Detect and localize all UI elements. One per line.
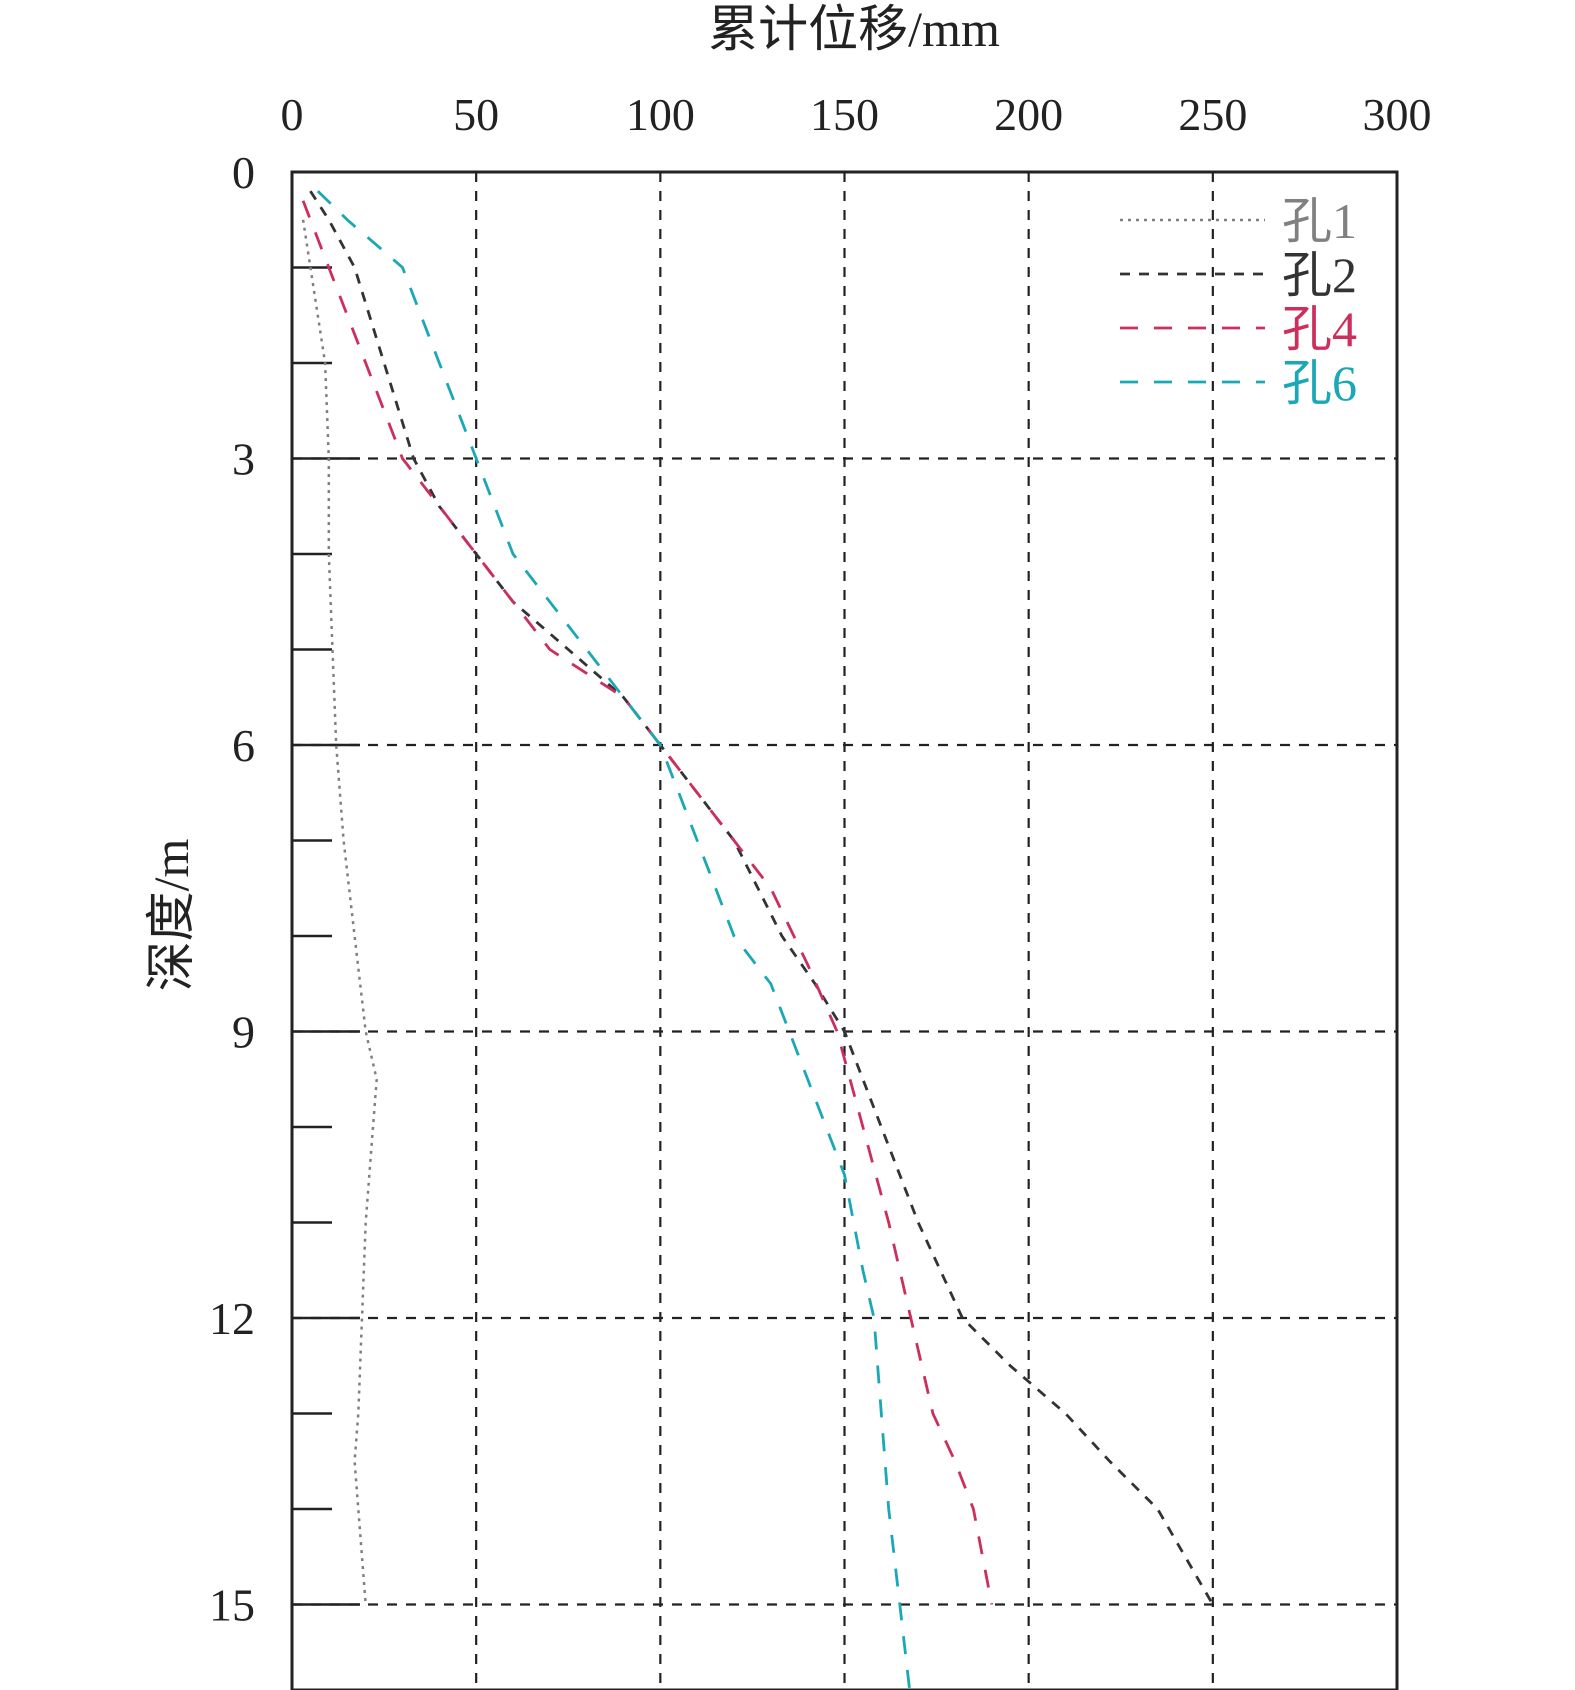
y-tick-labels: 0 3 6 9 12 15	[209, 147, 255, 1631]
legend-label-2: 孔2	[1282, 247, 1357, 303]
series-lines	[301, 190, 1215, 1690]
grid	[292, 172, 1397, 1690]
y-tick-label-0: 0	[232, 147, 255, 198]
legend-label-1: 孔1	[1282, 193, 1357, 249]
y-tick-label-1: 3	[232, 434, 255, 485]
plot-frame	[290, 170, 1399, 1690]
x-tick-label-2: 100	[626, 89, 695, 140]
y-tick-label-5: 15	[209, 1580, 255, 1631]
x-tick-label-6: 300	[1363, 89, 1432, 140]
x-tick-label-3: 150	[810, 89, 879, 140]
legend-label-4: 孔6	[1282, 355, 1357, 411]
series-line-3	[301, 200, 994, 1605]
x-tick-label-5: 250	[1178, 89, 1247, 140]
x-tick-label-0: 0	[281, 89, 304, 140]
y-tick-label-3: 9	[232, 1007, 255, 1058]
series-line-4	[316, 190, 912, 1690]
legend-label-3: 孔4	[1282, 301, 1357, 357]
minor-ticks	[292, 266, 360, 1606]
x-axis-title: 累计位移/mm	[708, 1, 1000, 57]
y-tick-label-2: 6	[232, 720, 255, 771]
y-axis-title: 深度/m	[143, 839, 199, 992]
y-tick-label-4: 12	[209, 1293, 255, 1344]
series-line-2	[309, 190, 1215, 1606]
x-tick-label-4: 200	[994, 89, 1063, 140]
series-line-1	[301, 219, 378, 1605]
x-tick-label-1: 50	[453, 89, 499, 140]
x-tick-labels: 0 50 100 150 200 250 300	[281, 89, 1432, 140]
